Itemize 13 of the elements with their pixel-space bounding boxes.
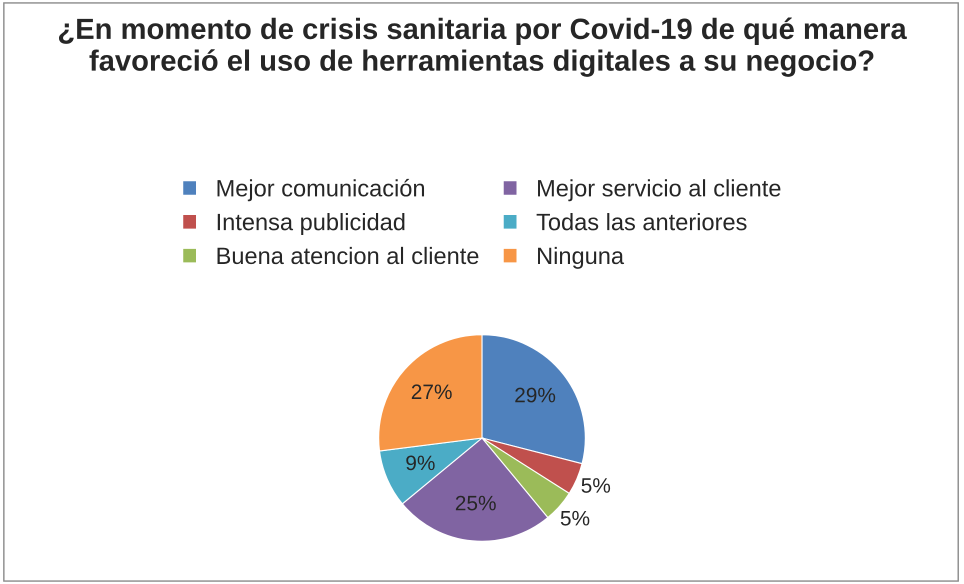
data-label: 29% <box>515 388 556 402</box>
data-label: 25% <box>456 496 496 510</box>
legend-label: Intensa publicidad <box>218 213 404 236</box>
legend-label: Todas las anteriores <box>536 213 747 230</box>
chart-title: ¿En momento de crisis sanitaria por Covid-19 de qué manera favoreció el uso de herramientas digitales a su negocio? <box>58 18 907 77</box>
data-label: 27% <box>412 384 452 400</box>
data-label: 5% <box>560 510 590 526</box>
legend-label: Mejor comunicación <box>218 178 424 202</box>
data-label: 9% <box>406 456 435 470</box>
data-label: 5% <box>582 478 610 493</box>
legend-label: Mejor servicio al cliente <box>538 179 780 202</box>
legend-label: Ninguna <box>538 246 624 269</box>
legend-label: Buena atencion al cliente <box>218 246 478 264</box>
